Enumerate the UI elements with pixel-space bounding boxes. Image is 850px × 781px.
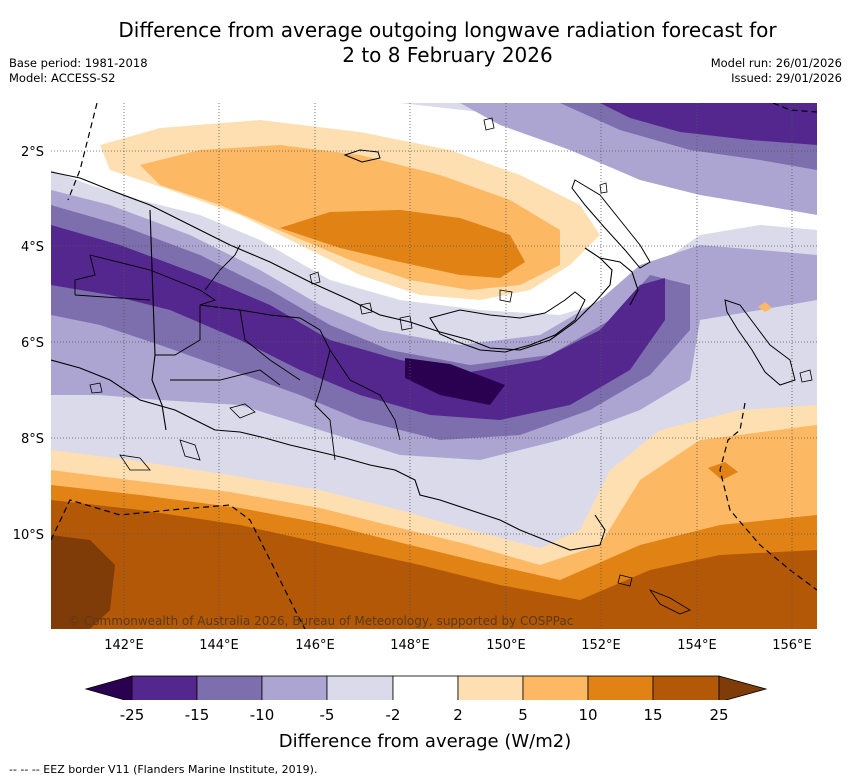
- coastline-islands: [89, 117, 813, 615]
- colorbar-swatch: [522, 675, 589, 700]
- field-p15-p25: [51, 500, 817, 629]
- coastline-bougainville: [724, 299, 796, 386]
- colorbar-tick: -2: [385, 706, 401, 724]
- eez-legend: -- -- -- EEZ border V11 (Flanders Marine…: [9, 763, 318, 776]
- lon-label: 146°E: [295, 638, 335, 653]
- field-lt-m25: [405, 358, 505, 405]
- lon-label: 156°E: [772, 638, 812, 653]
- field-m25-m15: [51, 225, 665, 420]
- lon-label: 152°E: [581, 638, 621, 653]
- field-p5-p10-patch: [758, 302, 772, 312]
- gridlines: [51, 103, 817, 629]
- coastline-new-britain: [429, 291, 586, 353]
- eez-border-1: [67, 103, 98, 201]
- colorbar-tick: -10: [249, 706, 275, 724]
- colorbar-tick: -5: [319, 706, 335, 724]
- border-png-indonesia: [149, 209, 167, 431]
- base-period: Base period: 1981-2018: [9, 56, 148, 70]
- field-p10-p15-north: [280, 210, 525, 278]
- colorbar-tick: -15: [184, 706, 210, 724]
- field-m10-m5: [51, 190, 817, 460]
- lon-labels: 142°E 144°E 146°E 148°E 150°E 152°E 154°…: [104, 638, 812, 653]
- colorbar-tick: 15: [643, 706, 663, 724]
- lon-label: 150°E: [486, 638, 526, 653]
- lat-label: 10°S: [13, 528, 44, 543]
- anomaly-map: © Commonwealth of Australia 2026, Bureau…: [13, 103, 817, 700]
- colorbar-tick: 5: [518, 706, 528, 724]
- chart-title: Difference from average outgoing longwav…: [0, 18, 850, 68]
- colorbar-tick: 2: [453, 706, 463, 724]
- colorbar-swatch: [261, 675, 328, 700]
- colorbar-tick: 10: [578, 706, 598, 724]
- model-name: Model: ACCESS-S2: [9, 71, 116, 85]
- lat-label: 6°S: [21, 336, 44, 351]
- title-line-1: Difference from average outgoing longwav…: [118, 18, 777, 42]
- field-m25-m15-ne: [600, 103, 817, 145]
- model-info: Base period: 1981-2018 Model: ACCESS-S2: [9, 56, 148, 86]
- eez-border-2: [51, 499, 306, 629]
- lat-labels: 2°S 4°S 6°S 8°S 10°S: [13, 145, 44, 543]
- lon-label: 144°E: [199, 638, 239, 653]
- colorbar-swatch: [587, 675, 654, 700]
- lat-label: 4°S: [21, 240, 44, 255]
- colorbar: [84, 675, 768, 700]
- lat-label: 8°S: [21, 432, 44, 447]
- model-run-date: Model run: 26/01/2026: [710, 56, 842, 70]
- coastline-new-ireland: [571, 179, 651, 269]
- coastline-new-guinea: [51, 171, 639, 551]
- field-p10-p15-patch: [708, 462, 738, 480]
- title-line-2: 2 to 8 February 2026: [342, 43, 553, 67]
- colorbar-swatch: [326, 675, 394, 700]
- run-info: Model run: 26/01/2026 Issued: 29/01/2026: [711, 56, 842, 86]
- colorbar-swatch: [196, 675, 263, 700]
- colorbar-title: Difference from average (W/m2): [278, 731, 572, 752]
- lon-label: 148°E: [390, 638, 430, 653]
- colorbar-tick: -25: [119, 706, 145, 724]
- colorbar-swatch: [457, 675, 524, 700]
- colorbar-swatch: [392, 675, 459, 700]
- lat-label: 2°S: [21, 145, 44, 160]
- lon-label: 154°E: [677, 638, 717, 653]
- copyright-notice: © Commonwealth of Australia 2026, Bureau…: [68, 614, 573, 628]
- colorbar-swatch: [131, 675, 198, 700]
- colorbar-tick: 25: [709, 706, 729, 724]
- issued-date: Issued: 29/01/2026: [731, 71, 842, 85]
- colorbar-swatch: [652, 675, 720, 700]
- provincial-boundaries: [74, 244, 401, 461]
- eez-border-3: [719, 402, 817, 591]
- colorbar-arrow-high: [718, 675, 768, 700]
- field-gt-25: [51, 535, 115, 629]
- map-field: © Commonwealth of Australia 2026, Bureau…: [51, 103, 817, 629]
- lon-label: 142°E: [104, 638, 144, 653]
- colorbar-arrow-low: [84, 675, 133, 700]
